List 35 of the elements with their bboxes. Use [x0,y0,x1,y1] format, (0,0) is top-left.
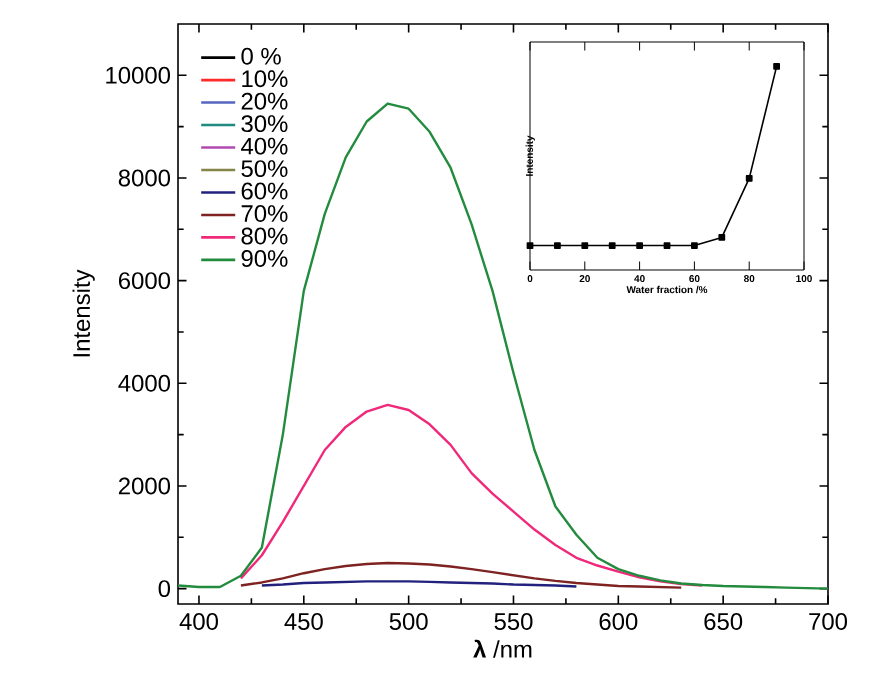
x-tick-label: 600 [599,613,638,630]
x-tick-label: 500 [389,613,428,630]
legend-label: 60% [241,182,288,200]
point [663,242,671,249]
point [608,242,616,249]
x-tick-label: 700 [809,613,848,630]
y-axis-title: Intensity [72,269,95,357]
point [526,242,534,249]
legend-label: 40% [241,137,288,155]
y-tick-label: 8000 [118,169,171,187]
legend-label: 90% [241,250,288,267]
point [636,242,643,249]
point [691,242,698,249]
x-tick-label: 650 [704,613,743,630]
legend-label: 20% [241,92,288,110]
legend-label: 50% [241,160,288,178]
legend-label: 70% [241,205,288,222]
legend-label: 0 % [241,47,281,65]
x-tick-label: 550 [494,613,533,630]
point [745,175,753,182]
y-tick-label: 4000 [118,374,171,392]
point [581,242,589,249]
legend-label: 30% [241,115,288,133]
x-tick-label: 450 [284,613,323,630]
legend-label: 80% [241,227,288,245]
y-tick-label: 2000 [118,477,171,495]
point [718,234,726,241]
x-tick-label: 400 [179,613,218,630]
x-axis-title: λ /nm [473,639,532,658]
point [773,63,780,70]
y-tick-label: 6000 [118,272,171,290]
point [554,242,561,249]
y-tick-label: 10000 [106,66,171,84]
legend-label: 10% [242,70,288,88]
y-tick-label: 0 [158,580,171,598]
